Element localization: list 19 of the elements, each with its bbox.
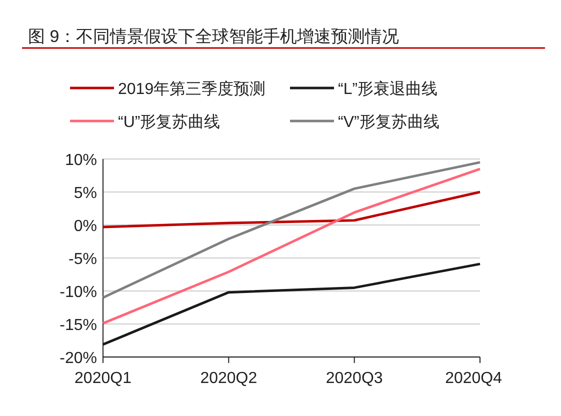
legend-label: 2019年第三季度预测: [118, 80, 266, 98]
y-tick-label: -15%: [60, 317, 97, 334]
line-series: [102, 190, 482, 228]
y-tick-label: -20%: [60, 350, 97, 367]
line-series: [102, 168, 482, 325]
x-tick-label: 2020Q4: [445, 370, 502, 387]
x-tick-label: 2020Q2: [200, 370, 258, 387]
chart-title: 图 9：不同情景假设下全球智能手机增速预测情况: [28, 27, 400, 46]
y-tick-label: -5%: [68, 251, 97, 268]
line-series: [102, 161, 482, 299]
x-tick-label: 2020Q1: [74, 370, 132, 387]
legend-label: “U”形复苏曲线: [118, 113, 220, 131]
y-tick-label: 0%: [74, 218, 97, 235]
y-tick-label: 5%: [74, 185, 97, 202]
legend-label: “L”形衰退曲线: [338, 80, 438, 98]
x-tick-label: 2020Q3: [326, 370, 383, 387]
y-tick-label: 10%: [64, 152, 97, 169]
legend-label: “V”形复苏曲线: [338, 113, 440, 131]
y-tick-label: -10%: [60, 284, 97, 301]
